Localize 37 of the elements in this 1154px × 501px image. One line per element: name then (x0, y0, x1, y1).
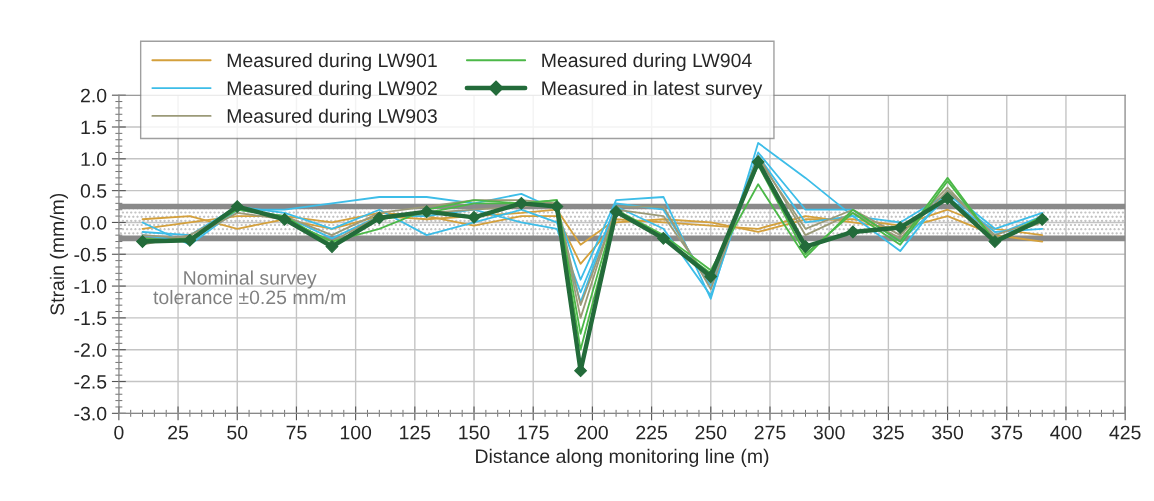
x-tick-label: 200 (577, 425, 608, 440)
x-tick-label: 50 (227, 425, 248, 440)
x-tick-label: 25 (168, 425, 189, 440)
annotation: Nominal survey tolerance ±0.25 mm/m (153, 270, 346, 305)
x-axis-title: Distance along monitoring line (m) (476, 448, 769, 467)
x-tick-label: 125 (400, 425, 431, 440)
y-tick-label: -2.0 (74, 343, 107, 357)
x-tick-label: 150 (459, 425, 490, 440)
x-tick-label: 250 (695, 425, 727, 440)
legend-label: Measured during LW902 (227, 80, 437, 99)
x-tick-label: 225 (636, 425, 668, 440)
legend-label: Measured during LW901 (227, 52, 437, 72)
y-tick-label: 0.0 (80, 215, 107, 230)
legend-label: Measured during LW904 (542, 52, 752, 72)
x-tick-label: 425 (1109, 425, 1141, 440)
y-tick-label: -3.0 (74, 406, 107, 421)
x-tick-label: 275 (754, 425, 786, 440)
legend-label: Measured in latest survey (542, 80, 763, 99)
x-tick-label: 75 (286, 425, 307, 440)
legend-label: Measured during LW903 (227, 108, 437, 127)
y-tick-label: 1.0 (81, 152, 107, 167)
x-tick-label: 325 (872, 425, 904, 440)
y-tick-label: -0.5 (74, 247, 107, 262)
x-tick-label: 175 (518, 425, 549, 440)
y-tick-label: 2.0 (81, 88, 107, 103)
y-tick-label: -1.0 (74, 279, 107, 294)
x-tick-label: 0 (114, 425, 124, 440)
y-axis-title: Strain (mm/m) (49, 193, 68, 315)
y-tick-label: 0.5 (80, 184, 107, 198)
x-tick-label: 375 (991, 425, 1023, 440)
x-tick-label: 350 (932, 425, 964, 440)
x-tick-label: 100 (340, 425, 372, 440)
y-tick-label: -1.5 (74, 311, 107, 326)
x-tick-label: 400 (1050, 425, 1082, 440)
y-tick-label: 1.5 (81, 120, 107, 135)
y-tick-label: -2.5 (74, 374, 107, 389)
x-tick-label: 300 (813, 425, 845, 440)
